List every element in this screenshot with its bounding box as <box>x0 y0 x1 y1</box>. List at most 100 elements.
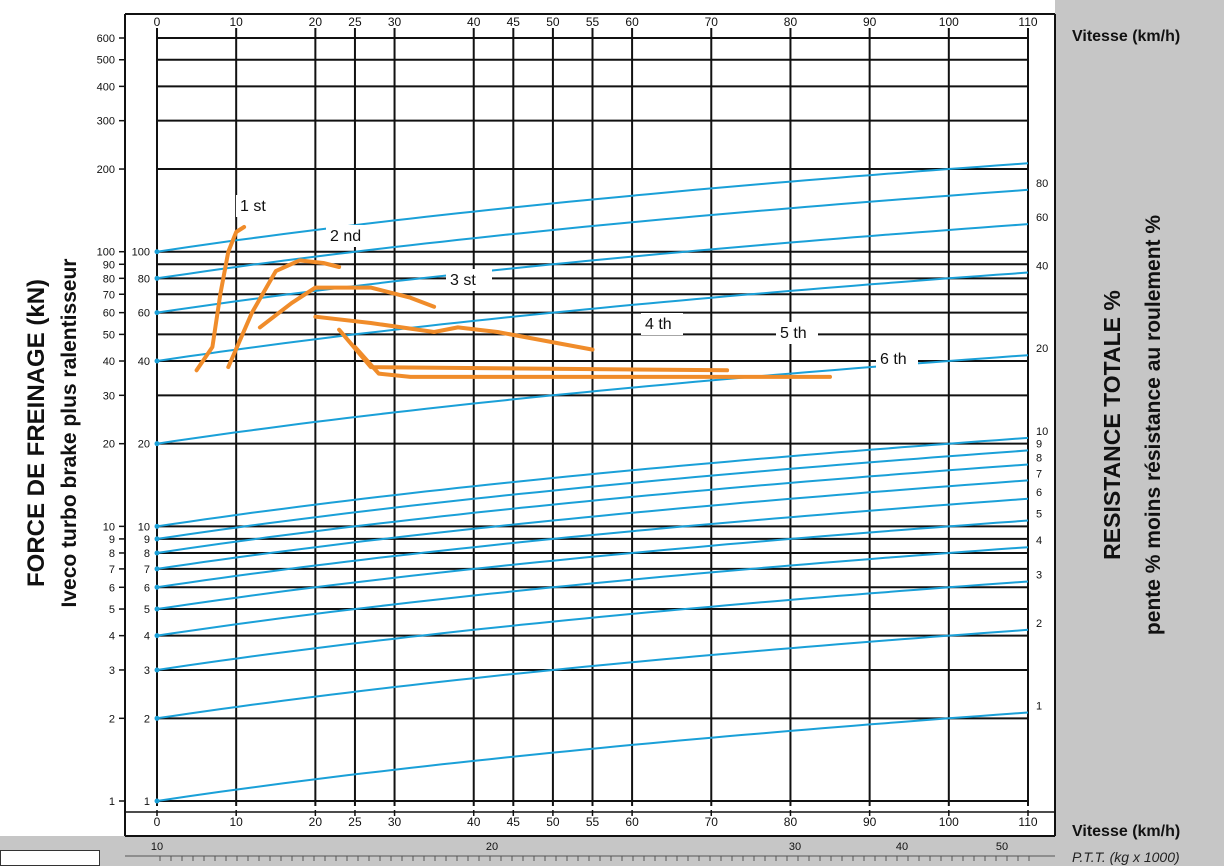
gear-label: 1 st <box>240 198 266 215</box>
ptt-scale-tick-label: 50 <box>996 841 1008 853</box>
ptt-inner-label: 20 <box>138 439 150 451</box>
ptt-line <box>156 436 1029 528</box>
ptt-line-start-dot <box>154 249 160 255</box>
ptt-scale-tick-label: 20 <box>486 841 498 853</box>
gear-label: 4 th <box>645 316 672 333</box>
ptt-line <box>156 546 1029 637</box>
right-resistance-tick-label: 80 <box>1036 178 1048 190</box>
top-speed-tick-label: 70 <box>705 15 719 29</box>
bottom-speed-tick-label: 70 <box>705 815 719 829</box>
left-force-tick-label: 200 <box>97 164 115 176</box>
ptt-lines <box>154 162 1029 804</box>
ptt-line <box>156 580 1029 671</box>
ptt-line <box>156 463 1029 554</box>
plot-background <box>0 0 1055 836</box>
ptt-line-start-dot <box>154 441 160 447</box>
bottom-axis-label: Vitesse (km/h) <box>1072 823 1180 840</box>
left-force-tick-label: 80 <box>103 273 115 285</box>
left-force-tick-label: 4 <box>109 631 115 643</box>
gear-curve-2 <box>226 258 342 370</box>
bottom-speed-tick-label: 60 <box>625 815 639 829</box>
right-resistance-tick-label: 8 <box>1036 453 1042 465</box>
right-resistance-tick-label: 9 <box>1036 438 1042 450</box>
right-title-line2: pente % moins résistance au roulement % <box>1142 215 1165 635</box>
left-force-tick-label: 3 <box>109 665 115 677</box>
left-force-tick-label: 5 <box>109 604 115 616</box>
grid <box>156 28 1029 806</box>
ptt-line-start-dot <box>154 275 160 281</box>
gear-curve-1 <box>194 225 247 373</box>
ptt-inner-label: 9 <box>144 534 150 546</box>
left-force-tick-label: 300 <box>97 116 115 128</box>
bottom-speed-tick-label: 100 <box>939 815 959 829</box>
ptt-line <box>156 162 1029 253</box>
left-force-tick-label: 6 <box>109 582 115 594</box>
top-axis-label: Vitesse (km/h) <box>1072 28 1180 45</box>
ptt-line <box>156 271 1029 362</box>
right-resistance-tick-label: 3 <box>1036 570 1042 582</box>
ptt-inner-label: 8 <box>144 548 150 560</box>
ptt-line-start-dot <box>154 798 160 804</box>
left-force-tick-label: 9 <box>109 534 115 546</box>
bottom-speed-tick-label: 0 <box>154 815 161 829</box>
gear-label: 5 th <box>780 325 807 342</box>
ptt-line-start-dot <box>154 667 160 673</box>
bottom-speed-tick-label: 90 <box>863 815 877 829</box>
top-speed-tick-label: 45 <box>507 15 521 29</box>
gear-label-bg <box>236 195 272 217</box>
right-resistance-tick-label: 40 <box>1036 261 1048 273</box>
ptt-line-start-dot <box>154 358 160 364</box>
top-speed-tick-label: 55 <box>586 15 600 29</box>
left-force-tick-label: 2 <box>109 713 115 725</box>
top-speed-tick-label: 0 <box>154 15 161 29</box>
bottom-speed-tick-label: 40 <box>467 815 481 829</box>
gear-curve-4 <box>313 314 595 352</box>
right-resistance-tick-label: 7 <box>1036 468 1042 480</box>
bottom-speed-tick-label: 110 <box>1018 815 1037 829</box>
ptt-line-start-dot <box>154 633 160 639</box>
ptt-inner-label: 100 <box>132 247 150 259</box>
left-force-tick-label: 40 <box>103 356 115 368</box>
left-title-line2: Iveco turbo brake plus ralentisseur <box>58 259 81 608</box>
bottom-speed-tick-label: 80 <box>784 815 798 829</box>
ptt-inner-label: 1 <box>144 796 150 808</box>
gear-curve-3 <box>257 285 437 330</box>
ptt-line <box>156 449 1029 540</box>
bottom-speed-tick-label: 55 <box>586 815 600 829</box>
right-title-line1: RESISTANCE TOTALE % <box>1099 290 1125 560</box>
right-resistance-tick-label: 6 <box>1036 487 1042 499</box>
ptt-axis-label: P.T.T. (kg x 1000) <box>1072 849 1180 865</box>
left-force-tick-label: 50 <box>103 329 115 341</box>
top-speed-tick-label: 30 <box>388 15 402 29</box>
left-force-tick-label: 70 <box>103 289 115 301</box>
bottom-speed-tick-label: 30 <box>388 815 402 829</box>
bottom-speed-tick-label: 50 <box>546 815 560 829</box>
top-speed-tick-label: 40 <box>467 15 481 29</box>
left-force-tick-label: 1 <box>109 796 115 808</box>
right-resistance-tick-label: 10 <box>1036 426 1048 438</box>
ptt-line-start-dot <box>154 715 160 721</box>
ptt-line <box>156 188 1029 280</box>
ptt-inner-label: 7 <box>144 564 150 576</box>
gear-label-bg <box>776 322 818 344</box>
gear-curves <box>194 225 832 379</box>
right-resistance-tick-label: 2 <box>1036 618 1042 630</box>
ptt-scale-tick-label: 30 <box>789 841 801 853</box>
left-title-line1: FORCE DE FREINAGE (kN) <box>23 279 50 587</box>
ptt-line-start-dot <box>154 310 160 316</box>
gear-label-bg <box>641 313 683 335</box>
ptt-line-start-dot <box>154 584 160 590</box>
bottom-speed-tick-label: 25 <box>348 815 362 829</box>
gear-label: 6 th <box>880 351 907 368</box>
bottom-speed-tick-label: 20 <box>309 815 323 829</box>
ptt-line-start-dot <box>154 606 160 612</box>
top-speed-tick-label: 50 <box>546 15 560 29</box>
ptt-inner-label: 6 <box>144 582 150 594</box>
gear-label-bg <box>326 225 372 247</box>
right-resistance-tick-label: 1 <box>1036 701 1042 713</box>
gear-label: 3 st <box>450 272 476 289</box>
top-speed-tick-label: 60 <box>625 15 639 29</box>
top-speed-tick-label: 90 <box>863 15 877 29</box>
gear-labels: 1 st 2 nd 3 st 4 th 5 th 6 th <box>236 195 918 370</box>
